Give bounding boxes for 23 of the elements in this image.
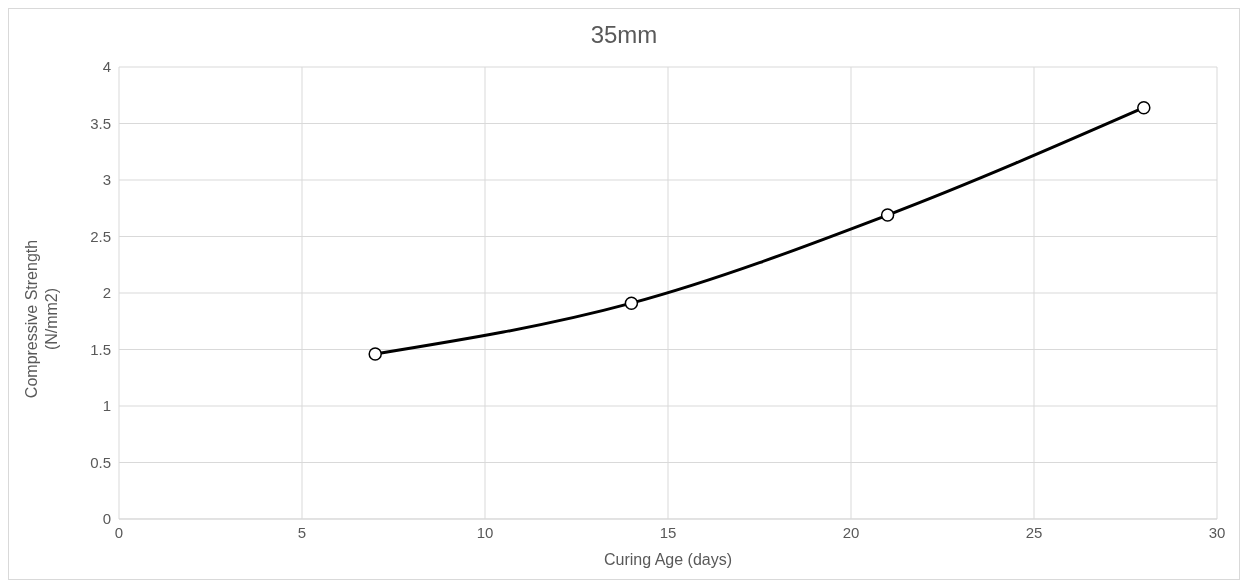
y-tick-label: 2: [102, 284, 111, 302]
y-tick-label: 2.5: [90, 227, 111, 245]
y-tick-label: 3: [102, 171, 111, 189]
y-axis-title: Compressive Strength (N/mm2): [23, 239, 60, 399]
x-axis-title: Curing Age (days): [603, 551, 733, 568]
x-tick-label: 20: [842, 523, 860, 541]
chart-title: 35mm: [589, 21, 659, 49]
point: [624, 296, 639, 310]
x-tick-label: 15: [659, 523, 677, 541]
x-tick-label: 30: [1208, 523, 1226, 541]
x-tick-label: 25: [1025, 523, 1043, 541]
y-tick-label: 0.5: [90, 453, 111, 471]
y-tick-label: 3.5: [90, 114, 111, 132]
x-tick-label: 10: [476, 523, 494, 541]
point: [880, 208, 895, 222]
x-tick-label: 0: [114, 523, 124, 541]
y-tick-label: 1.5: [90, 340, 111, 358]
point: [1137, 100, 1151, 115]
x-tick-label: 5: [297, 523, 307, 541]
y-tick-label: 0: [102, 510, 111, 528]
point: [368, 347, 382, 361]
y-tick-label: 4: [102, 58, 111, 76]
y-tick-label: 1: [102, 397, 111, 415]
